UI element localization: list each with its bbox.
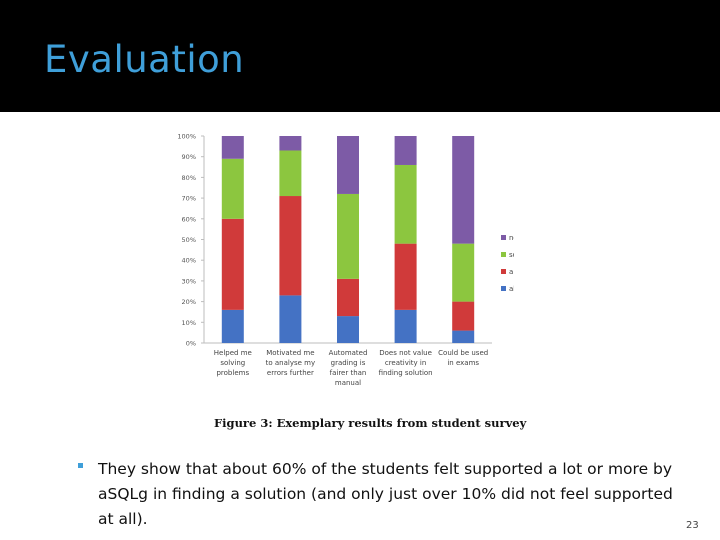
- survey-chart-figure: 0% 10% 20% 30% 40% 50% 60% 70% 80% 90% 100% Helped …: [164, 124, 514, 436]
- legend-label: not at all: [509, 234, 514, 242]
- y-tick-label: 0%: [186, 340, 196, 348]
- x-category-label: in exams: [447, 359, 479, 367]
- bar-segment: [279, 196, 302, 296]
- y-tick-label: 80%: [182, 174, 196, 182]
- y-tick-label: 50%: [182, 236, 196, 244]
- slide-title: Evaluation: [44, 38, 245, 81]
- bullet-square-icon: [78, 463, 83, 468]
- bar-segment: [279, 136, 302, 151]
- bar-segment: [394, 164, 417, 244]
- legend-swatch: [501, 235, 506, 240]
- bar-segment: [452, 243, 475, 302]
- legend-label: somewhat: [509, 251, 514, 259]
- x-category-label: Automated: [329, 349, 368, 357]
- bar-segment: [221, 158, 244, 219]
- legend-label: absolutely: [509, 285, 514, 293]
- x-category-label: Motivated me: [266, 349, 314, 357]
- y-tick-label: 20%: [182, 298, 196, 306]
- x-category-label: Could be used: [438, 349, 488, 357]
- y-tick-label: 40%: [182, 257, 196, 265]
- x-category-label: to analyse my: [266, 359, 316, 367]
- bar-segment: [337, 316, 359, 343]
- legend-swatch: [501, 286, 506, 291]
- bar-segment: [279, 295, 302, 343]
- bar-segment: [221, 309, 244, 343]
- y-tick-label: 90%: [182, 153, 196, 161]
- title-band: Evaluation: [0, 0, 720, 112]
- legend-label: a lot: [509, 268, 514, 276]
- x-category-label: Does not value: [379, 349, 432, 357]
- x-category-label: creativity in: [385, 359, 426, 367]
- x-category-label: errors further: [267, 369, 314, 377]
- y-tick-label: 30%: [182, 277, 196, 285]
- bar-segment: [394, 309, 417, 343]
- bar-segment: [452, 136, 475, 244]
- legend-swatch: [501, 252, 506, 257]
- bar-segment: [337, 278, 359, 317]
- stacked-bar-chart: 0% 10% 20% 30% 40% 50% 60% 70% 80% 90% 100% Helped …: [177, 133, 514, 388]
- x-category-label: fairer than: [330, 369, 367, 377]
- x-category-label: solving: [220, 359, 245, 367]
- x-category-label: Helped me: [214, 349, 252, 357]
- bar-segment: [221, 218, 244, 310]
- bar-segment: [337, 136, 359, 194]
- y-tick-label: 10%: [182, 319, 196, 327]
- x-category-label: manual: [335, 379, 361, 387]
- figure-caption: Figure 3: Exemplary results from student…: [214, 416, 527, 430]
- x-category-label: finding solution: [379, 369, 433, 377]
- x-category-label: grading is: [331, 359, 366, 367]
- legend-swatch: [501, 269, 506, 274]
- y-tick-label: 70%: [182, 195, 196, 203]
- bar-segment: [221, 136, 244, 159]
- bar-segment: [394, 136, 417, 165]
- bullet-text: They show that about 60% of the students…: [98, 460, 673, 528]
- bar-segment: [452, 330, 475, 343]
- page-number: 23: [686, 520, 699, 531]
- y-tick-label: 60%: [182, 215, 196, 223]
- x-category-label: problems: [216, 369, 249, 377]
- bar-segment: [337, 193, 359, 279]
- bar-segment: [279, 150, 302, 197]
- y-tick-label: 100%: [177, 133, 196, 141]
- bar-segment: [394, 243, 417, 310]
- bar-segment: [452, 301, 475, 331]
